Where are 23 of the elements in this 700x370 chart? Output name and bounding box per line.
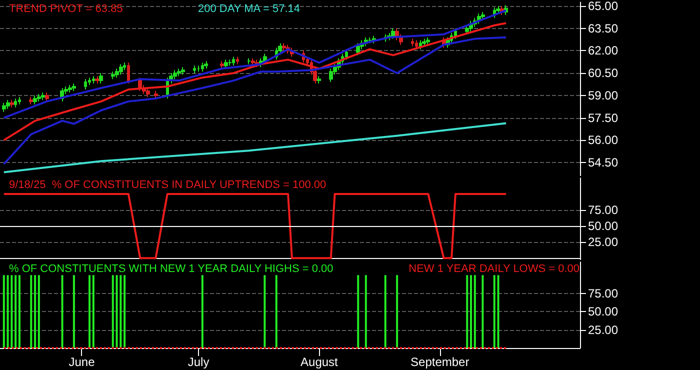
x-tick-label: June: [68, 355, 96, 369]
y-tick-label: 25.00: [588, 322, 618, 337]
y-tick-label: 65.00: [588, 0, 618, 13]
x-tick-label: July: [188, 355, 210, 369]
y-tick-label: 57.50: [588, 110, 618, 125]
text: NEW 1 YEAR DAILY LOWS = 0.00: [408, 263, 580, 275]
y-tick-label: 54.50: [588, 156, 618, 170]
x-tick-label: September: [410, 355, 470, 369]
text: 200 DAY MA = 57.14: [198, 3, 300, 15]
series-label: % OF CONSTITUENTS WITH NEW 1 YEAR DAILY HIGHS = 0.00: [9, 263, 334, 275]
y-tick-label: 56.00: [588, 133, 618, 148]
y-tick-label: 62.00: [588, 44, 618, 58]
y-tick-label: 75.00: [588, 203, 618, 218]
text: TREND PIVOT = 63.85: [9, 3, 123, 15]
y-tick-label: 59.00: [588, 88, 618, 102]
y-tick-label: 60.50: [588, 66, 618, 80]
series-label: 9/18/25 % OF CONSTITUENTS IN DAILY UPTRENDS = 100.00: [9, 179, 326, 191]
x-tick-label: August: [300, 355, 339, 369]
y-tick-label: 25.00: [588, 235, 618, 250]
y-tick-label: 75.00: [588, 286, 618, 300]
y-tick-label: 50.00: [588, 304, 618, 319]
y-tick-label: 50.00: [588, 219, 618, 234]
y-tick-label: 63.50: [588, 21, 618, 36]
